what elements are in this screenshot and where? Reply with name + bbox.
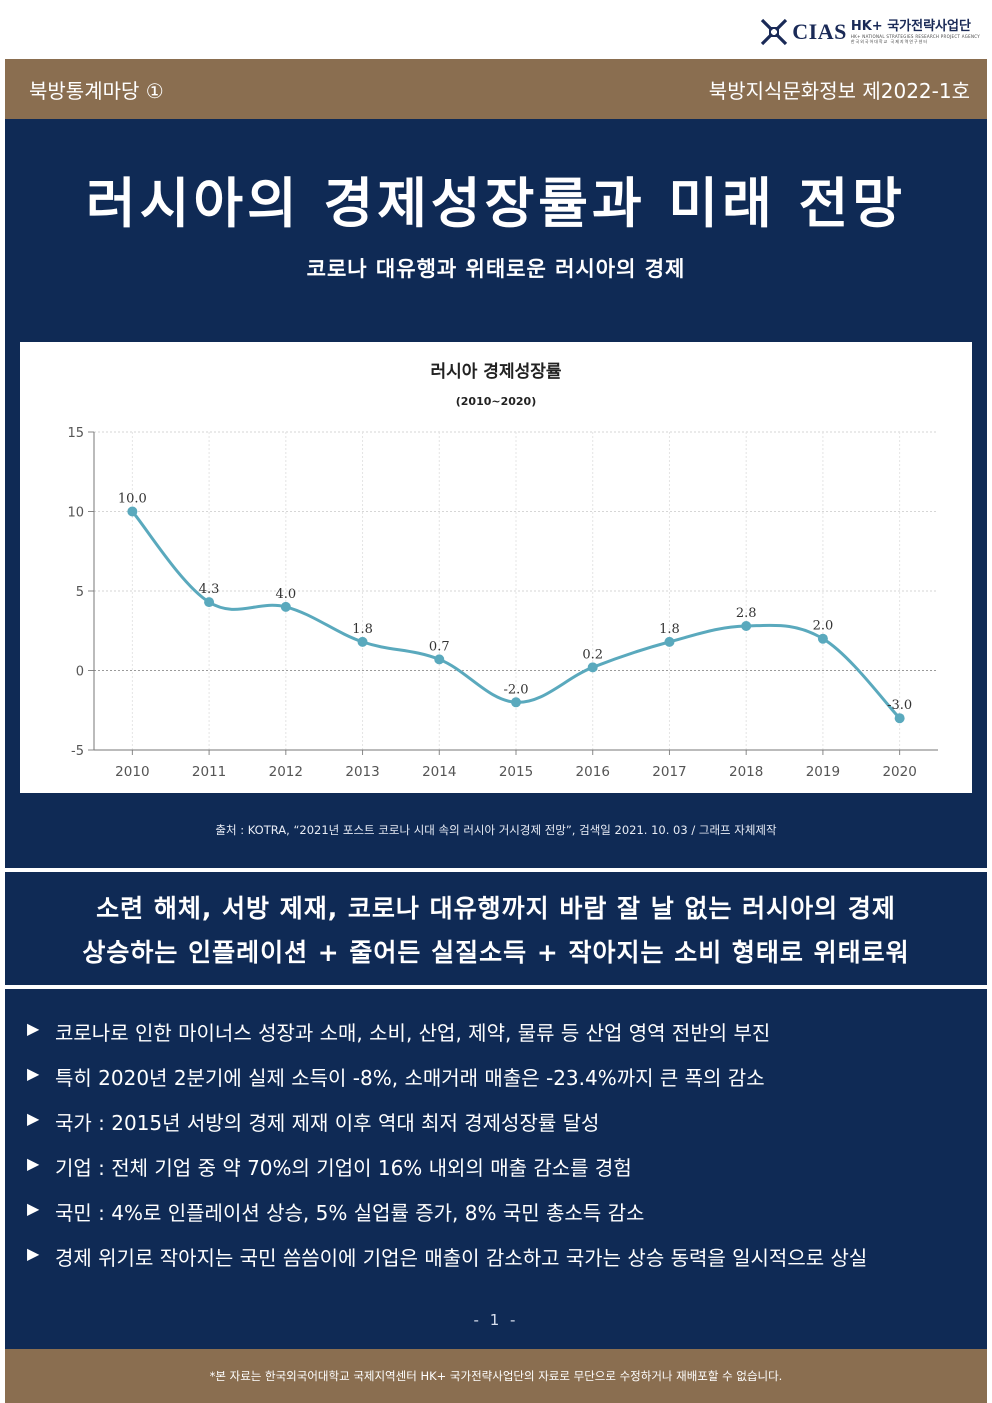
headline-panel: 소련 해체, 서방 제재, 코로나 대유행까지 바람 잘 날 없는 러시아의 경…: [5, 872, 987, 985]
data-label: -2.0: [503, 682, 528, 697]
bullet-text: 특히 2020년 2분기에 실제 소득이 -8%, 소매거래 매출은 -23.4…: [55, 1066, 765, 1090]
list-item: ▶ 경제 위기로 작아지는 국민 씀씀이에 기업은 매출이 감소하고 국가는 상승…: [27, 1242, 982, 1287]
bullet-text: 기업 : 전체 기업 중 약 70%의 기업이 16% 내외의 매출 감소를 경…: [55, 1156, 632, 1180]
logo-korean-name: 한국외국어대학교 국제지역연구센터: [850, 39, 928, 44]
y-tick-label: 15: [67, 426, 84, 441]
triangle-bullet-icon: ▶: [27, 1154, 40, 1173]
triangle-bullet-icon: ▶: [27, 1019, 40, 1038]
bullet-text: 경제 위기로 작아지는 국민 씀씀이에 기업은 매출이 감소하고 국가는 상승 …: [55, 1246, 868, 1270]
x-tick-label: 2019: [806, 764, 840, 780]
bullet-list: ▶ 코로나로 인한 마이너스 성장과 소매, 소비, 산업, 제약, 물류 등 산…: [27, 1017, 982, 1287]
bullet-text: 국민 : 4%로 인플레이션 상승, 5% 실업률 증가, 8% 국민 총소득 …: [55, 1201, 645, 1225]
x-tick-label: 2013: [345, 764, 379, 780]
y-tick-label: 0: [76, 665, 84, 680]
list-item: ▶ 국민 : 4%로 인플레이션 상승, 5% 실업률 증가, 8% 국민 총소득…: [27, 1197, 982, 1242]
y-tick-label: -5: [71, 744, 84, 759]
data-point: [664, 636, 675, 647]
chart-title: 러시아 경제성장률: [430, 362, 561, 382]
logo-org-name: HK+ 국가전략사업단: [850, 19, 971, 34]
data-label: 2.0: [813, 619, 834, 634]
x-tick-label: 2017: [652, 764, 686, 780]
data-point: [127, 506, 138, 517]
data-label: -3.0: [887, 698, 912, 713]
list-item: ▶ 특히 2020년 2분기에 실제 소득이 -8%, 소매거래 매출은 -23.…: [27, 1062, 982, 1107]
chart-source: 출처 : KOTRA, “2021년 포스트 코로나 시대 속의 러시아 거시경…: [215, 823, 777, 837]
data-label: 0.2: [582, 647, 603, 662]
x-tick-label: 2015: [499, 764, 533, 780]
growth-chart: 러시아 경제성장률 (2010~2020) 15 10 5 0 -5 2010 2011 20…: [20, 342, 972, 793]
title-chart-panel: 러시아의 경제성장률과 미래 전망 코로나 대유행과 위태로운 러시아의 경제 …: [5, 119, 987, 868]
bullet-text: 국가 : 2015년 서방의 경제 제재 이후 역대 최저 경제성장률 달성: [55, 1111, 600, 1135]
bullet-text: 코로나로 인한 마이너스 성장과 소매, 소비, 산업, 제약, 물류 등 산업…: [55, 1021, 771, 1045]
triangle-bullet-icon: ▶: [27, 1109, 40, 1128]
issue-label: 북방지식문화정보 제2022-1호: [708, 78, 970, 103]
data-label: 0.7: [429, 639, 450, 654]
triangle-bullet-icon: ▶: [27, 1064, 40, 1083]
chart-canvas: 러시아 경제성장률 (2010~2020) 15 10 5 0 -5 2010 2011 20…: [67, 362, 938, 780]
bullet-panel: ▶ 코로나로 인한 마이너스 성장과 소매, 소비, 산업, 제약, 물류 등 산…: [5, 989, 987, 1349]
org-logo: CIAS HK+ 국가전략사업단 HK+ NATIONAL STRATEGIES…: [760, 14, 980, 50]
data-point: [587, 662, 598, 673]
data-point: [204, 597, 215, 608]
page-subtitle: 코로나 대유행과 위태로운 러시아의 경제: [306, 257, 686, 281]
chart-subtitle: (2010~2020): [456, 395, 537, 408]
data-label: 4.0: [275, 587, 296, 602]
page-number: - 1 -: [473, 1311, 519, 1329]
footer-notice: *본 자료는 한국외국어대학교 국제지역센터 HK+ 국가전략사업단의 자료로 …: [209, 1369, 783, 1383]
footer-bar: *본 자료는 한국외국어대학교 국제지역센터 HK+ 국가전략사업단의 자료로 …: [5, 1349, 987, 1403]
triangle-bullet-icon: ▶: [27, 1199, 40, 1218]
headline-line-1: 소련 해체, 서방 제재, 코로나 대유행까지 바람 잘 날 없는 러시아의 경…: [96, 894, 896, 923]
data-point: [434, 654, 445, 665]
y-tick-label: 5: [76, 585, 84, 600]
data-point: [511, 697, 521, 708]
triangle-bullet-icon: ▶: [27, 1244, 40, 1263]
list-item: ▶ 코로나로 인한 마이너스 성장과 소매, 소비, 산업, 제약, 물류 등 산…: [27, 1017, 982, 1062]
logo-wordmark: CIAS: [792, 19, 847, 44]
section-label: 북방통계마당 ①: [29, 78, 164, 103]
y-tick-label: 10: [67, 506, 84, 521]
data-point: [894, 713, 905, 724]
x-tick-label: 2011: [192, 764, 226, 780]
data-label: 1.8: [659, 622, 680, 637]
data-point: [357, 636, 368, 647]
list-item: ▶ 기업 : 전체 기업 중 약 70%의 기업이 16% 내외의 매출 감소를 …: [27, 1152, 982, 1197]
list-item: ▶ 국가 : 2015년 서방의 경제 제재 이후 역대 최저 경제성장률 달성: [27, 1107, 982, 1152]
logo-english-name: HK+ NATIONAL STRATEGIES RESEARCH PROJECT…: [850, 34, 980, 39]
x-tick-label: 2020: [882, 764, 916, 780]
x-tick-label: 2018: [729, 764, 763, 780]
data-point: [741, 620, 752, 631]
data-label: 4.3: [199, 582, 220, 597]
x-tick-label: 2012: [269, 764, 303, 780]
data-label: 2.8: [736, 606, 757, 621]
headline-line-2: 상승하는 인플레이션 + 줄어든 실질소득 + 작아지는 소비 형태로 위태로워: [82, 938, 910, 967]
data-label: 10.0: [118, 492, 147, 507]
x-tick-label: 2010: [115, 764, 149, 780]
cias-logo-icon: [761, 18, 788, 46]
data-point: [280, 601, 291, 612]
x-tick-label: 2014: [422, 764, 456, 780]
data-label: 1.8: [352, 622, 373, 637]
page-title: 러시아의 경제성장률과 미래 전망: [86, 172, 906, 235]
x-tick-label: 2016: [576, 764, 610, 780]
header-bar: 북방통계마당 ① 북방지식문화정보 제2022-1호: [5, 59, 987, 119]
data-point: [817, 633, 828, 644]
